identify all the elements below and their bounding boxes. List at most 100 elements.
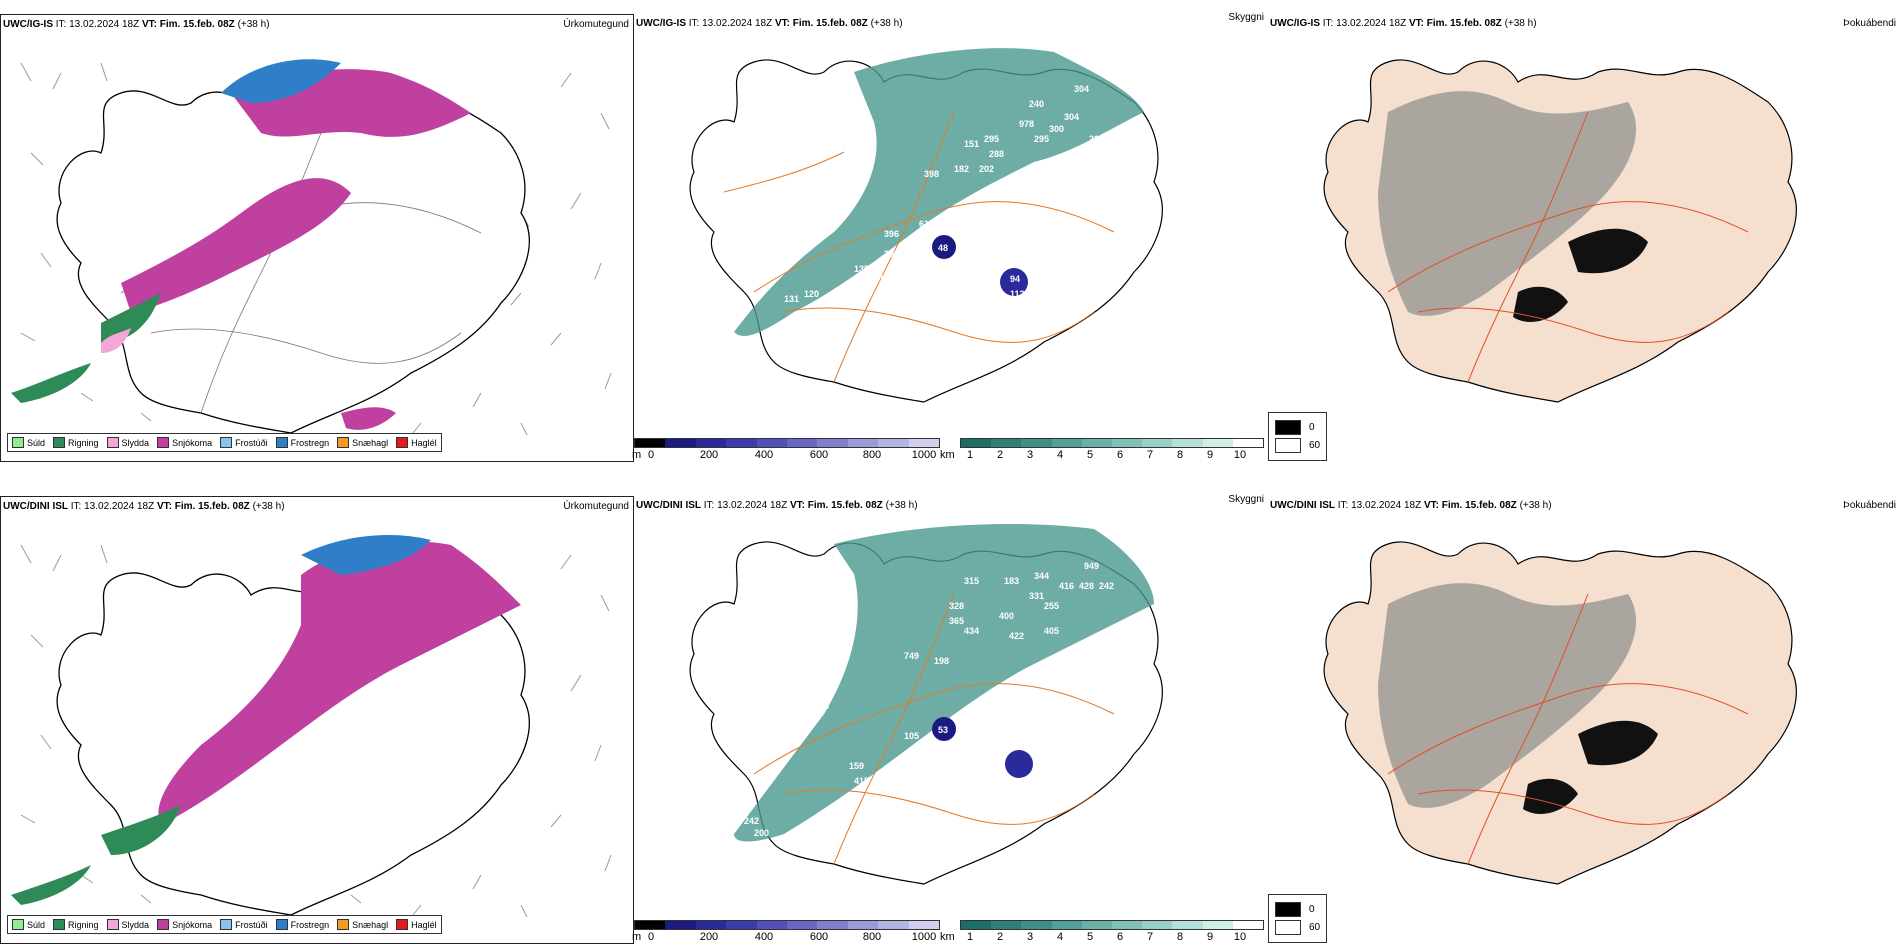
ceiling-label: 151 <box>964 139 979 149</box>
fog-legend-label: 60 <box>1309 440 1321 451</box>
fog-legend-label: 0 <box>1309 904 1315 915</box>
legend-label: Snæhagl <box>352 919 389 930</box>
scale-label: 1000 <box>911 449 937 461</box>
low-ceiling-spot <box>1000 268 1028 296</box>
fog-dark-area <box>1568 228 1648 274</box>
legend-label: Haglél <box>411 919 437 930</box>
legend-label: Rigning <box>68 919 99 930</box>
legend-swatch <box>12 437 24 448</box>
panel-header: UWC/DINI ISL IT: 13.02.2024 18Z VT: Fim.… <box>636 500 918 511</box>
iceland-outline <box>56 90 530 434</box>
ceiling-scale-labels: m 0 200 400 600 800 1000 <box>632 930 940 943</box>
scale-label: 10 <box>1233 449 1247 461</box>
scale-unit: km <box>940 449 955 461</box>
legend-swatch <box>275 919 288 930</box>
ceiling-label: 112 <box>1010 289 1025 299</box>
ceiling-label: 240 <box>1029 99 1044 109</box>
ceiling-label: 304 <box>1064 112 1079 122</box>
scale-cell <box>787 921 818 929</box>
ceiling-label: 94 <box>1010 274 1020 284</box>
model-name: UWC/IG-IS <box>636 18 686 29</box>
scale-label: 7 <box>1146 931 1154 943</box>
legend-label: Súld <box>27 437 46 448</box>
vt-value: Fim. 15.feb. 08Z <box>807 500 883 511</box>
legend-item: Slydda <box>106 437 149 448</box>
scale-label: 2 <box>996 449 1004 461</box>
panel-header: UWC/DINI ISL IT: 13.02.2024 18Z VT: Fim.… <box>3 501 285 512</box>
legend-item: Haglél <box>396 437 437 448</box>
ceiling-label: 116 <box>1004 184 1019 194</box>
panel-title: Úrkomutegund <box>563 19 629 30</box>
legend-swatch <box>337 919 350 930</box>
ceiling-label: 304 <box>1074 84 1089 94</box>
scale-label: 200 <box>699 931 719 943</box>
ceiling-label: 28 <box>754 369 764 379</box>
lead-time: (+38 h) <box>1504 18 1537 29</box>
scale-unit: m <box>632 931 642 943</box>
panel-title: Skyggni <box>1228 494 1264 505</box>
vt-label: VT: <box>156 501 172 512</box>
ceiling-label: 113 <box>714 324 729 334</box>
panel-header: UWC/IG-IS IT: 13.02.2024 18Z VT: Fim. 15… <box>636 18 903 29</box>
precip-legend: Súld Rigning Slydda Snjókoma Frostúði Fr… <box>7 915 442 934</box>
vt-label: VT: <box>789 500 805 511</box>
ceiling-label: 182 <box>954 164 969 174</box>
legend-swatch <box>53 437 66 448</box>
scale-cell <box>787 439 818 447</box>
ceiling-label: 758 <box>899 786 914 796</box>
visibility-scale: km 1 2 3 4 5 6 7 8 9 10 <box>940 438 1264 461</box>
scale-label: 8 <box>1176 449 1184 461</box>
scale-cell <box>1172 921 1203 929</box>
legend-label: Snjókoma <box>172 919 213 930</box>
scale-cell <box>817 439 848 447</box>
rain-area <box>101 293 161 343</box>
scale-label: 3 <box>1026 931 1034 943</box>
ceiling-label: 949 <box>1084 561 1099 571</box>
panel-title: Þokuábendi <box>1843 18 1896 29</box>
freezing-rain-area <box>301 535 431 575</box>
it-label: IT: <box>688 18 700 29</box>
vt-value: Fim. 15.feb. 08Z <box>159 19 235 30</box>
it-value: 13.02.2024 18Z <box>717 500 788 511</box>
legend-item: Frostregn <box>275 919 330 930</box>
scale-cell <box>991 921 1022 929</box>
ceiling-scale: m 0 200 400 600 800 1000 <box>632 438 940 461</box>
scale-label: 9 <box>1206 449 1214 461</box>
lead-time: (+38 h) <box>870 18 903 29</box>
ceiling-label: 396 <box>884 229 899 239</box>
fog-map <box>1323 541 1797 885</box>
scale-cell <box>695 921 727 929</box>
ceiling-label: 400 <box>999 611 1014 621</box>
fog-gray-area <box>1378 583 1637 808</box>
legend-label: Frostregn <box>290 919 330 930</box>
ceiling-label: 415 <box>854 776 869 786</box>
ceiling-label: 24 <box>819 701 829 711</box>
low-ceiling-spot <box>932 717 956 741</box>
fog-legend-label: 60 <box>1309 922 1321 933</box>
ceiling-scale-cells <box>634 438 940 448</box>
fog-legend-row: 0 <box>1275 902 1320 917</box>
legend-item: Rigning <box>53 919 99 930</box>
fog-swatch <box>1275 902 1301 917</box>
it-label: IT: <box>703 500 715 511</box>
scale-label: 400 <box>754 931 774 943</box>
scale-cell <box>991 439 1022 447</box>
panel-header: UWC/DINI ISL IT: 13.02.2024 18Z VT: Fim.… <box>1270 500 1552 511</box>
visibility-scale-labels: km 1 2 3 4 5 6 7 8 9 10 <box>940 448 1264 461</box>
ceiling-label: 434 <box>964 626 979 636</box>
scale-cell <box>1202 439 1233 447</box>
scale-cell <box>908 439 940 447</box>
it-label: IT: <box>70 501 82 512</box>
it-label: IT: <box>1322 18 1334 29</box>
panel-header: UWC/IG-IS IT: 13.02.2024 18Z VT: Fim. 15… <box>3 19 270 30</box>
ceiling-label: 159 <box>849 761 864 771</box>
scale-cell <box>665 439 696 447</box>
scale-label: 6 <box>1116 449 1124 461</box>
scale-unit: km <box>940 931 955 943</box>
scale-label: 400 <box>754 449 774 461</box>
scale-cell <box>1051 439 1082 447</box>
scale-label: 10 <box>1233 931 1247 943</box>
lead-time: (+38 h) <box>252 501 285 512</box>
it-value: 13.02.2024 18Z <box>84 501 155 512</box>
legend-item: Súld <box>12 437 45 448</box>
